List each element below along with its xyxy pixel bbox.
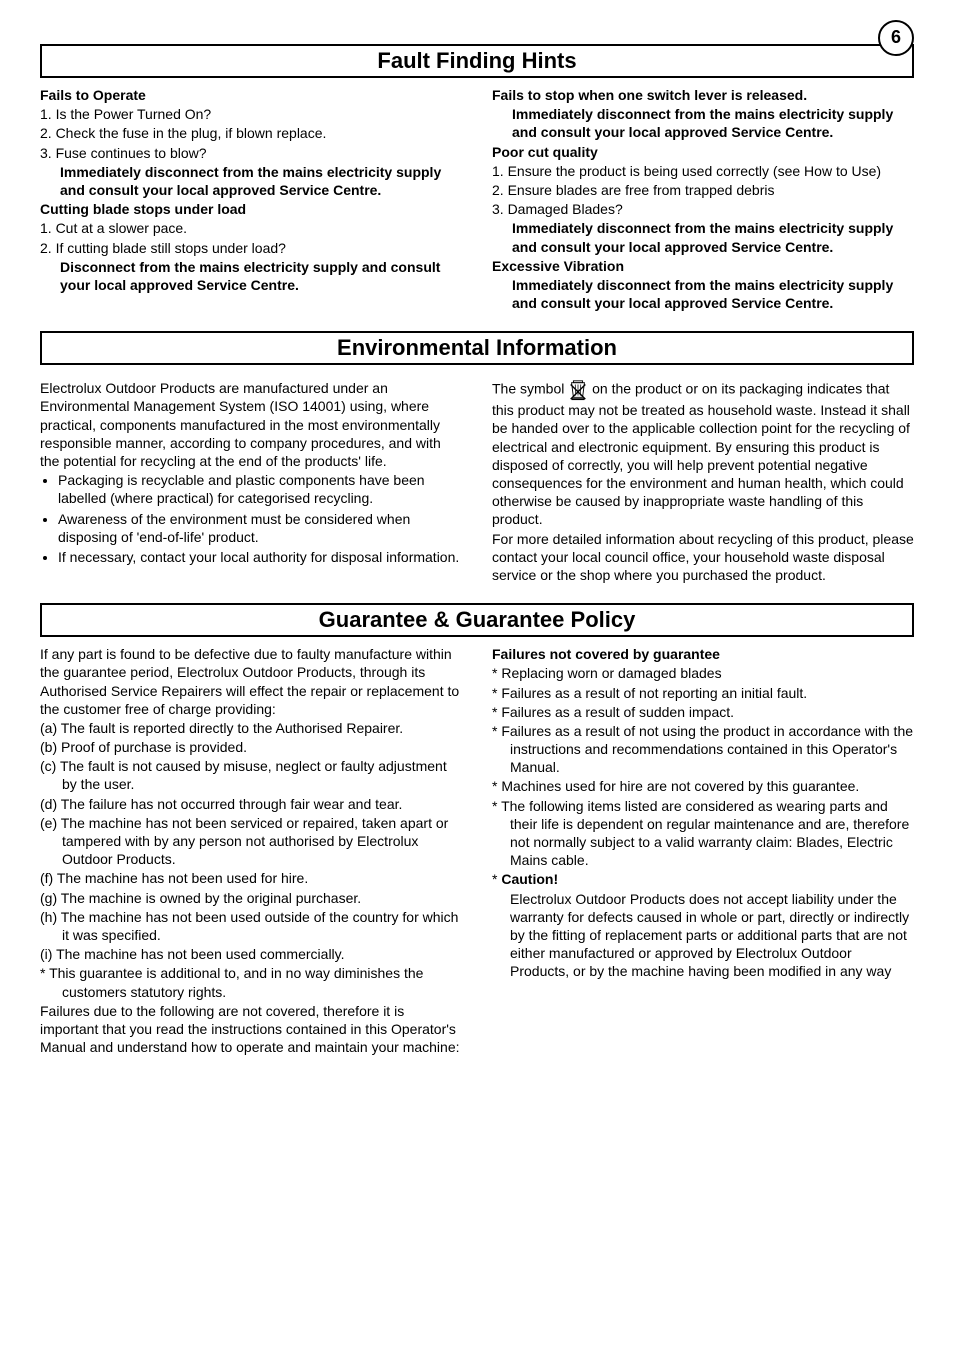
env-left-col: Electrolux Outdoor Products are manufact… bbox=[40, 379, 462, 585]
guarantee-left-col: If any part is found to be defective due… bbox=[40, 645, 462, 1057]
fault-poor-cut-heading: Poor cut quality bbox=[492, 143, 914, 161]
guarantee-right-col: Failures not covered by guarantee * Repl… bbox=[492, 645, 914, 1057]
env-p1a: The symbol bbox=[492, 381, 564, 397]
fault-l2: 2. Check the fuse in the plug, if blown … bbox=[40, 124, 462, 142]
fault-l1: 1. Is the Power Turned On? bbox=[40, 105, 462, 123]
fault-cutting-heading: Cutting blade stops under load bbox=[40, 200, 462, 218]
fault-h1b: Immediately disconnect from the mains el… bbox=[512, 105, 914, 141]
env-right-p1: The symbol on the product or on its pack… bbox=[492, 379, 914, 528]
gs7-star: * bbox=[492, 871, 501, 887]
fault-r3b: Immediately disconnect from the mains el… bbox=[512, 219, 914, 255]
fault-h3b: Immediately disconnect from the mains el… bbox=[512, 276, 914, 312]
env-b1: Packaging is recyclable and plastic comp… bbox=[58, 471, 462, 507]
fault-columns: Fails to Operate 1. Is the Power Turned … bbox=[40, 86, 914, 313]
env-b2: Awareness of the environment must be con… bbox=[58, 510, 462, 546]
gs2: * Failures as a result of not reporting … bbox=[492, 684, 914, 702]
env-bullets: Packaging is recyclable and plastic comp… bbox=[40, 471, 462, 566]
fault-l5b: Disconnect from the mains electricity su… bbox=[60, 258, 462, 294]
fault-fails-stop-heading: Fails to stop when one switch lever is r… bbox=[492, 86, 914, 104]
section-title-fault: Fault Finding Hints bbox=[40, 44, 914, 78]
gs3: * Failures as a result of sudden impact. bbox=[492, 703, 914, 721]
g-a: (a) The fault is reported directly to th… bbox=[40, 719, 462, 737]
g-d: (d) The failure has not occurred through… bbox=[40, 795, 462, 813]
g-f: (f) The machine has not been used for hi… bbox=[40, 869, 462, 887]
fault-r3: 3. Damaged Blades? bbox=[492, 200, 914, 218]
env-p1: Electrolux Outdoor Products are manufact… bbox=[40, 379, 462, 470]
env-b3: If necessary, contact your local authori… bbox=[58, 548, 462, 566]
fault-r1: 1. Ensure the product is being used corr… bbox=[492, 162, 914, 180]
section-title-guarantee-text: Guarantee & Guarantee Policy bbox=[42, 607, 912, 633]
gs7-text: Electrolux Outdoor Products does not acc… bbox=[492, 890, 914, 981]
section-title-env: Environmental Information bbox=[40, 331, 914, 365]
g-e: (e) The machine has not been serviced or… bbox=[40, 814, 462, 869]
gs7: * Caution! bbox=[492, 870, 914, 888]
g-c: (c) The fault is not caused by misuse, n… bbox=[40, 757, 462, 793]
guarantee-p2: Failures due to the following are not co… bbox=[40, 1002, 462, 1057]
fault-fails-operate-heading: Fails to Operate bbox=[40, 86, 462, 104]
guarantee-letters: (a) The fault is reported directly to th… bbox=[40, 719, 462, 1001]
section-title-env-text: Environmental Information bbox=[42, 335, 912, 361]
guarantee-p1: If any part is found to be defective due… bbox=[40, 645, 462, 718]
g-b: (b) Proof of purchase is provided. bbox=[40, 738, 462, 756]
gs4: * Failures as a result of not using the … bbox=[492, 722, 914, 777]
fault-vibration-heading: Excessive Vibration bbox=[492, 257, 914, 275]
gs6: * The following items listed are conside… bbox=[492, 797, 914, 870]
fault-r2: 2. Ensure blades are free from trapped d… bbox=[492, 181, 914, 199]
guarantee-columns: If any part is found to be defective due… bbox=[40, 645, 914, 1057]
guarantee-failures-heading: Failures not covered by guarantee bbox=[492, 645, 914, 663]
g-h: (h) The machine has not been used outsid… bbox=[40, 908, 462, 944]
recycle-bin-icon bbox=[568, 379, 588, 401]
section-title-guarantee: Guarantee & Guarantee Policy bbox=[40, 603, 914, 637]
fault-right-col: Fails to stop when one switch lever is r… bbox=[492, 86, 914, 313]
gs7-caution: Caution! bbox=[501, 871, 558, 887]
guarantee-stars: * Replacing worn or damaged blades * Fai… bbox=[492, 664, 914, 888]
env-p1b: on the product or on its packaging indic… bbox=[492, 381, 910, 527]
fault-l3b: Immediately disconnect from the mains el… bbox=[60, 163, 462, 199]
gs5: * Machines used for hire are not covered… bbox=[492, 777, 914, 795]
env-right-col: The symbol on the product or on its pack… bbox=[492, 379, 914, 585]
fault-l4: 1. Cut at a slower pace. bbox=[40, 219, 462, 237]
g-i: (i) The machine has not been used commer… bbox=[40, 945, 462, 963]
section-title-fault-text: Fault Finding Hints bbox=[42, 48, 912, 74]
page-number: 6 bbox=[878, 20, 914, 56]
g-g: (g) The machine is owned by the original… bbox=[40, 889, 462, 907]
gs1: * Replacing worn or damaged blades bbox=[492, 664, 914, 682]
fault-left-col: Fails to Operate 1. Is the Power Turned … bbox=[40, 86, 462, 313]
env-p2: For more detailed information about recy… bbox=[492, 530, 914, 585]
env-columns: Electrolux Outdoor Products are manufact… bbox=[40, 379, 914, 585]
fault-l5: 2. If cutting blade still stops under lo… bbox=[40, 239, 462, 257]
fault-l3: 3. Fuse continues to blow? bbox=[40, 144, 462, 162]
g-star: * This guarantee is additional to, and i… bbox=[40, 964, 462, 1000]
